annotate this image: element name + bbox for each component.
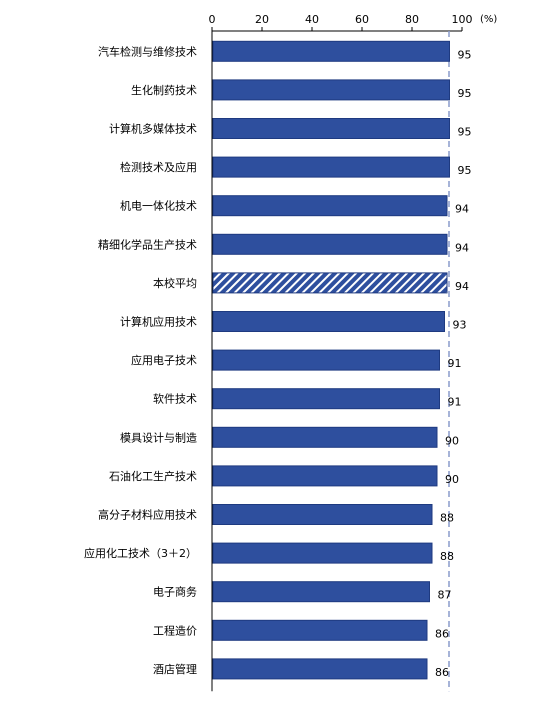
value-label: 95 xyxy=(458,87,472,100)
category-label: 机电一体化技术 xyxy=(120,199,197,213)
bar xyxy=(212,426,438,448)
category-label: 生化制药技术 xyxy=(131,83,197,97)
category-label: 模具设计与制造 xyxy=(120,430,197,444)
bar xyxy=(212,195,448,217)
x-tick-label: 40 xyxy=(305,13,319,26)
category-label: 计算机应用技术 xyxy=(120,315,197,329)
value-label: 86 xyxy=(435,627,449,640)
x-tick-label: 60 xyxy=(355,13,369,26)
bar xyxy=(212,465,438,487)
category-label: 软件技术 xyxy=(153,392,197,406)
bar xyxy=(212,79,450,101)
category-label: 汽车检测与维修技术 xyxy=(98,44,197,58)
bar xyxy=(212,233,448,255)
category-label: 检测技术及应用 xyxy=(120,160,197,174)
bar xyxy=(212,658,428,680)
bars xyxy=(212,40,450,680)
value-label: 95 xyxy=(458,126,472,139)
value-label: 94 xyxy=(455,203,469,216)
bar xyxy=(212,40,450,62)
value-label: 87 xyxy=(438,589,452,602)
bar xyxy=(212,542,433,564)
value-label: 95 xyxy=(458,164,472,177)
x-tick-label: 20 xyxy=(255,13,269,26)
value-label: 88 xyxy=(440,512,454,525)
value-label: 90 xyxy=(445,473,459,486)
bar xyxy=(212,311,445,332)
bar xyxy=(212,156,450,178)
labels: 汽车检测与维修技术 95 生化制药技术 95 计算机多媒体技术 95 检测技术及应用 95 机电… xyxy=(84,44,472,679)
value-label: 95 xyxy=(458,48,472,61)
bar xyxy=(212,349,440,371)
bar xyxy=(212,118,450,139)
value-label: 93 xyxy=(453,319,467,332)
bar-average xyxy=(212,272,448,294)
x-tick-label: 80 xyxy=(405,13,419,26)
category-label: 电子商务 xyxy=(153,585,197,599)
value-label: 91 xyxy=(448,357,462,370)
value-label: 94 xyxy=(455,241,469,254)
category-label: 高分子材料应用技术 xyxy=(98,508,197,522)
category-label: 精细化学品生产技术 xyxy=(98,237,197,251)
category-label: 石油化工生产技术 xyxy=(109,469,197,483)
x-tick-label: 100 xyxy=(452,13,473,26)
value-label: 94 xyxy=(455,280,469,293)
value-label: 88 xyxy=(440,550,454,563)
value-label: 86 xyxy=(435,666,449,679)
category-label: 本校平均 xyxy=(153,276,197,290)
bar xyxy=(212,581,430,603)
bar xyxy=(212,388,440,410)
value-label: 91 xyxy=(448,396,462,409)
bar xyxy=(212,619,428,641)
value-label: 90 xyxy=(445,434,459,447)
category-label: 酒店管理 xyxy=(153,662,197,676)
x-tick-label: 0 xyxy=(209,13,216,26)
unit-label: (%) xyxy=(480,14,497,25)
category-label: 应用化工技术（3＋2） xyxy=(84,546,197,560)
bar xyxy=(212,504,433,525)
category-label: 计算机多媒体技术 xyxy=(109,122,197,136)
category-label: 工程造价 xyxy=(153,623,197,637)
x-axis: 0 20 40 60 80 100 (%) xyxy=(209,13,497,692)
category-label: 应用电子技术 xyxy=(131,353,197,367)
